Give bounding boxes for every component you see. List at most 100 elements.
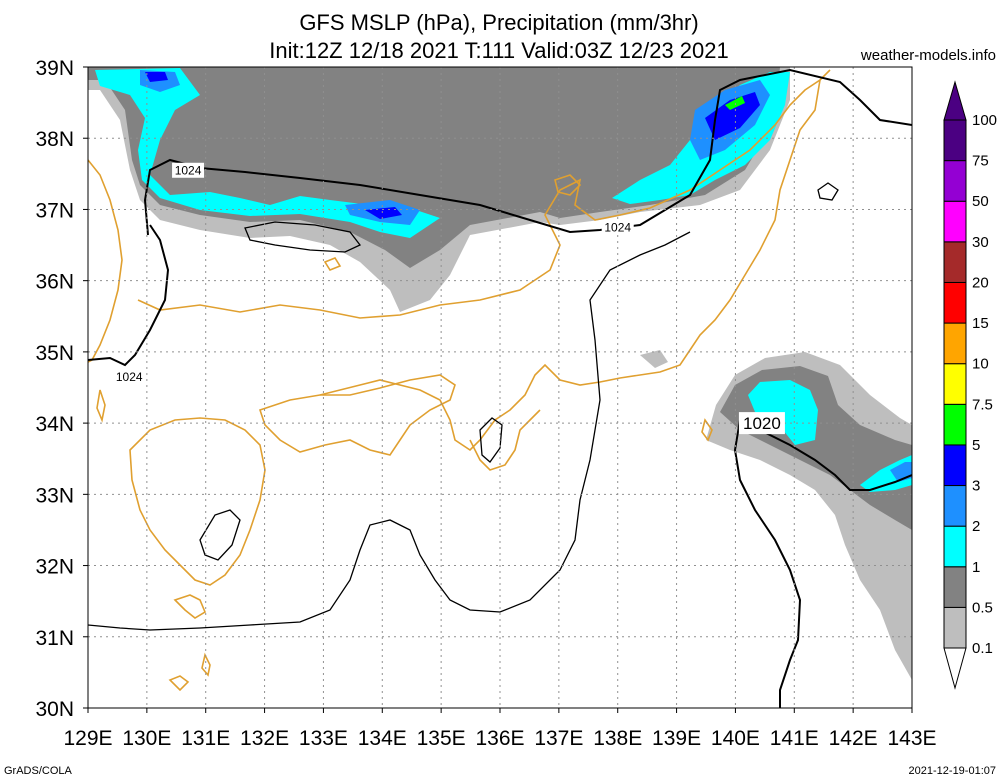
coastline-korea — [88, 159, 123, 363]
lat-tick-label: 39N — [35, 57, 74, 80]
lat-tick-label: 36N — [35, 271, 74, 294]
lon-tick-label: 130E — [122, 727, 171, 750]
lon-tick-label: 137E — [534, 727, 583, 750]
lon-tick-label: 141E — [770, 727, 819, 750]
isobar-labels: 1024 1024 1024 1020 — [113, 162, 785, 435]
isobar-1020-east — [739, 419, 912, 491]
colorbar-segment — [943, 119, 967, 162]
colorbar-segment — [943, 444, 967, 487]
title-line-2: Init:12Z 12/18 2021 T:111 Valid:03Z 12/2… — [269, 38, 729, 63]
coastline-shikoku — [258, 374, 456, 456]
longitude-axis-labels: 129E 130E 131E 132E 133E 134E 135E 136E 137E 138E… — [63, 708, 937, 750]
source-label: weather-models.info — [860, 47, 996, 64]
colorbar-segment — [943, 606, 967, 649]
colorbar-label: 7.5 — [972, 396, 993, 413]
colorbar-min-triangle — [943, 647, 967, 690]
colorbar-label: 10 — [972, 356, 989, 373]
colorbar-label: 100 — [972, 112, 997, 129]
precip-band-0.1-hook — [640, 350, 668, 368]
colorbar-label: 20 — [972, 274, 989, 291]
precip-band-3-east — [705, 92, 760, 140]
colorbar-label: 30 — [972, 234, 989, 251]
colorbar-label: 3 — [972, 478, 980, 495]
colorbar-label: 5 — [972, 437, 980, 454]
title-line-1: GFS MSLP (hPa), Precipitation (mm/3hr) — [299, 10, 698, 35]
colorbar-segment — [943, 241, 967, 283]
footer-right: 2021-12-19-01:07 — [909, 765, 996, 777]
lon-tick-label: 138E — [593, 727, 642, 750]
lon-tick-label: 134E — [358, 727, 407, 750]
isobar-thin-closed-1 — [244, 221, 362, 253]
lat-tick-label: 32N — [35, 556, 74, 579]
colorbar-label: 0.1 — [972, 640, 993, 657]
isobar-label: 1024 — [175, 164, 202, 178]
isobar-label-bg — [601, 219, 634, 235]
isobar-thin-closed-4 — [817, 182, 839, 201]
colorbar-segment — [943, 322, 967, 365]
coastline-honshu-east — [319, 79, 821, 452]
coastline-sado — [554, 174, 582, 196]
coastline-oki — [323, 257, 342, 271]
isobar-1024-west — [88, 224, 170, 367]
coastline-honshu-north — [137, 69, 831, 319]
map-panel: 1024 1024 1024 1020 — [87, 66, 913, 709]
isobar-label-bg — [113, 369, 146, 385]
lat-tick-label: 38N — [35, 128, 74, 151]
lon-tick-label: 133E — [299, 727, 348, 750]
lat-tick-label: 34N — [35, 413, 74, 436]
colorbar-segment — [943, 403, 967, 446]
isobar-thin-closed-3 — [479, 417, 503, 463]
lon-tick-label: 143E — [887, 727, 936, 750]
lat-tick-label: 35N — [35, 342, 74, 365]
colorbar-segment — [943, 160, 967, 202]
isobar-1020-south — [733, 419, 802, 708]
colorbar-segment — [943, 363, 967, 405]
lat-tick-label: 31N — [35, 627, 74, 650]
coastline-east-islands — [701, 418, 713, 442]
isobar-thin-closed-2 — [199, 509, 241, 561]
lon-tick-label: 140E — [711, 727, 760, 750]
colorbar-label: 0.5 — [972, 599, 993, 616]
lat-tick-label: 30N — [35, 698, 74, 721]
lon-tick-label: 131E — [181, 727, 230, 750]
footer-left: GrADS/COLA — [4, 765, 73, 777]
isobar-label: 1024 — [604, 221, 631, 235]
colorbar-label: 50 — [972, 193, 989, 210]
precip-band-1-north-west — [95, 68, 440, 238]
coastline-kyushu — [129, 417, 266, 586]
isobar-label-bg — [172, 162, 205, 178]
map-gridlines — [88, 67, 912, 708]
coastline-tsushima — [96, 389, 106, 423]
coastline-kii — [469, 409, 541, 471]
lat-tick-label: 33N — [35, 484, 74, 507]
precipitation-colorbar: 0.1 0.5 1 2 3 5 7.5 10 15 20 30 50 75 100 — [943, 80, 997, 690]
isobar-label: 1020 — [743, 414, 781, 433]
colorbar-label: 15 — [972, 315, 989, 332]
lon-tick-label: 136E — [475, 727, 524, 750]
lat-tick-label: 37N — [35, 199, 74, 222]
isobar-label-bg — [738, 412, 785, 435]
lon-tick-label: 135E — [417, 727, 466, 750]
isobar-label: 1024 — [116, 370, 143, 384]
lon-tick-label: 129E — [63, 727, 112, 750]
colorbar-segment — [943, 566, 967, 608]
colorbar-label: 75 — [972, 153, 989, 170]
colorbar-segment — [943, 525, 967, 568]
precip-band-0.5-north — [88, 67, 780, 268]
lon-tick-label: 132E — [240, 727, 289, 750]
lon-tick-label: 139E — [652, 727, 701, 750]
precip-band-3-west — [145, 72, 168, 82]
colorbar-label: 1 — [972, 559, 980, 576]
precip-band-3-center — [365, 207, 402, 219]
precip-band-1-far-east — [860, 455, 912, 492]
coastlines — [88, 69, 831, 692]
lon-tick-label: 142E — [829, 727, 878, 750]
colorbar-segment — [943, 281, 967, 324]
isobar-thin-sea — [88, 231, 691, 631]
colorbar-max-triangle — [943, 80, 967, 121]
colorbar-label: 2 — [972, 518, 980, 535]
latitude-axis-labels: 30N 31N 32N 33N 34N 35N 36N 37N 38N 39N — [35, 57, 88, 721]
coastline-islands-south — [168, 594, 211, 692]
colorbar-segment — [943, 200, 967, 243]
